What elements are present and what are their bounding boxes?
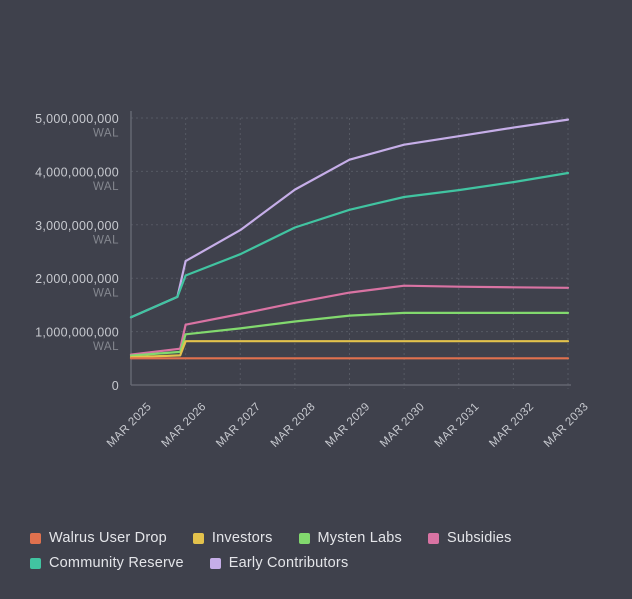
svg-text:MAR 2029: MAR 2029 [323,401,372,450]
legend-item-label: Early Contributors [228,555,349,571]
svg-text:2,000,000,000: 2,000,000,000 [35,272,119,286]
legend-item-community-reserve[interactable]: Community Reserve [30,555,184,571]
legend-swatch [427,532,439,544]
legend-item-walrus-user-drop[interactable]: Walrus User Drop [30,530,167,546]
svg-text:WAL: WAL [93,128,119,140]
legend-swatch [192,532,204,544]
svg-text:MAR 2031: MAR 2031 [433,401,482,450]
svg-text:WAL: WAL [93,288,119,300]
legend-swatch [30,532,41,544]
legend-item-label: Subsidies [446,530,512,546]
svg-text:WAL: WAL [93,234,119,246]
svg-text:4,000,000,000: 4,000,000,000 [35,165,119,179]
legend-item-investors[interactable]: Investors [192,530,273,546]
legend-row-2: Community Reserve Early Contributors [30,555,622,571]
svg-text:MAR 2027: MAR 2027 [214,401,263,450]
legend-item-subsidies[interactable]: Subsidies [427,530,512,546]
svg-text:0: 0 [112,379,119,393]
legend-item-label: Mysten Labs [317,530,402,546]
chart-legend: Walrus User Drop Investors Mysten Labs S… [30,530,622,571]
svg-text:WAL: WAL [93,181,119,193]
legend-swatch [298,532,310,544]
legend-item-early-contributors[interactable]: Early Contributors [209,555,349,571]
svg-text:MAR 2025: MAR 2025 [105,401,154,450]
legend-item-label: Walrus User Drop [49,530,167,546]
legend-swatch [209,557,221,569]
svg-text:WAL: WAL [93,341,119,353]
legend-item-mysten-labs[interactable]: Mysten Labs [298,530,402,546]
svg-text:1,000,000,000: 1,000,000,000 [35,326,119,340]
vesting-chart[interactable]: 5,000,000,000 WAL 4,000,000,000 WAL 3,000,00… [0,0,632,500]
svg-text:MAR 2033: MAR 2033 [542,401,591,450]
legend-swatch [30,557,41,569]
svg-text:MAR 2028: MAR 2028 [269,401,318,450]
svg-text:5,000,000,000: 5,000,000,000 [35,112,119,126]
svg-text:MAR 2030: MAR 2030 [378,401,427,450]
svg-text:MAR 2026: MAR 2026 [160,401,209,450]
svg-text:3,000,000,000: 3,000,000,000 [35,219,119,233]
svg-text:MAR 2032: MAR 2032 [487,401,536,450]
vesting-chart-svg[interactable]: 5,000,000,000WAL4,000,000,000WAL3,000,00… [0,0,632,500]
legend-item-label: Community Reserve [49,555,184,571]
legend-item-label: Investors [211,530,273,546]
legend-row-1: Walrus User Drop Investors Mysten Labs S… [30,530,622,546]
